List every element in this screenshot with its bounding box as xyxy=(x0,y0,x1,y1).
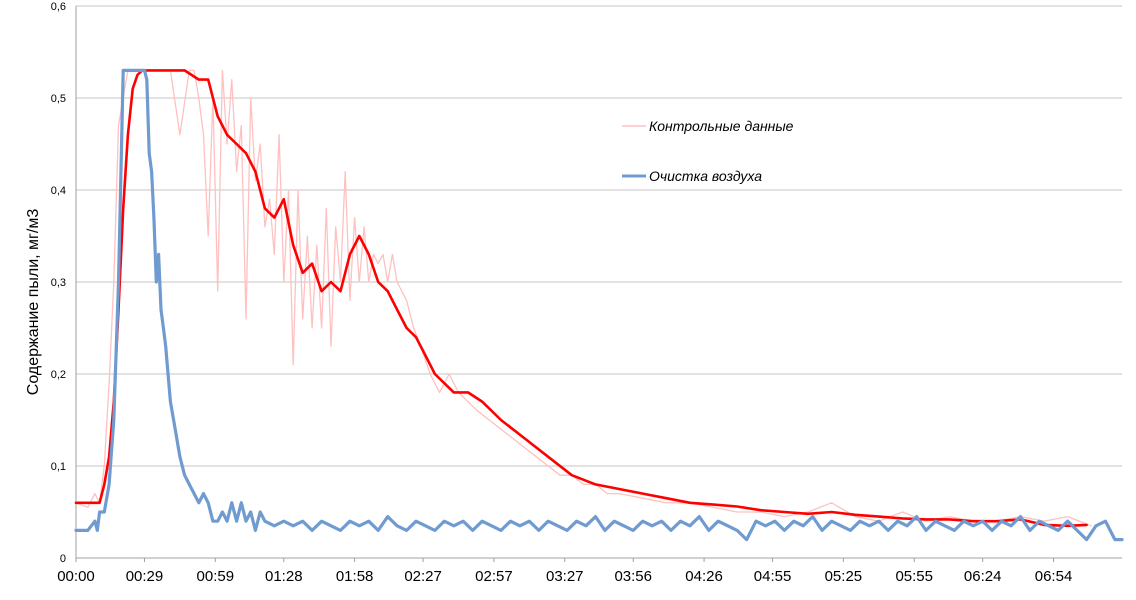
y-tick-label: 0,6 xyxy=(51,1,66,13)
axes: 0 0,1 0,2 0,3 0,4 0,5 0,6 00:00 00:29 00:59 01:28 0… xyxy=(51,1,1122,585)
x-tick-label: 03:27 xyxy=(546,568,584,585)
control-data-trend-line xyxy=(74,69,1088,528)
x-tick-label: 02:27 xyxy=(404,568,442,585)
x-tick-label: 01:58 xyxy=(336,568,374,585)
x-tick-label: 01:28 xyxy=(265,568,303,585)
y-tick-label: 0,1 xyxy=(51,461,66,473)
legend: Контрольные данные Очистка воздуха xyxy=(622,118,794,184)
x-tick-label: 06:54 xyxy=(1035,568,1073,585)
y-tick-label: 0,3 xyxy=(51,277,66,289)
x-tick-label: 00:29 xyxy=(126,568,164,585)
legend-item-control-data-label: Контрольные данные xyxy=(649,118,794,134)
x-tick-label: 06:24 xyxy=(964,568,1002,585)
x-tick-label: 05:25 xyxy=(825,568,863,585)
x-tick-label: 00:59 xyxy=(197,568,235,585)
y-tick-label: 0,5 xyxy=(51,93,66,105)
legend-item-air-cleaning-label: Очистка воздуха xyxy=(649,168,762,184)
x-tick-label: 04:26 xyxy=(685,568,723,585)
x-tick-label: 02:57 xyxy=(475,568,513,585)
y-tick-label: 0,2 xyxy=(51,369,66,381)
gridlines xyxy=(76,5,1122,467)
y-tick-label: 0,4 xyxy=(51,185,66,197)
x-tick-label: 04:55 xyxy=(754,568,792,585)
y-tick-label: 0 xyxy=(60,553,66,565)
x-tick-label: 00:00 xyxy=(57,568,95,585)
control-data-line xyxy=(75,69,1092,527)
x-tick-label: 05:55 xyxy=(895,568,933,585)
series-lines xyxy=(74,68,1124,542)
y-axis-title: Содержание пыли, мг/м3 xyxy=(25,209,42,396)
air-cleaning-line xyxy=(74,68,1124,542)
x-tick-label: 03:56 xyxy=(614,568,652,585)
